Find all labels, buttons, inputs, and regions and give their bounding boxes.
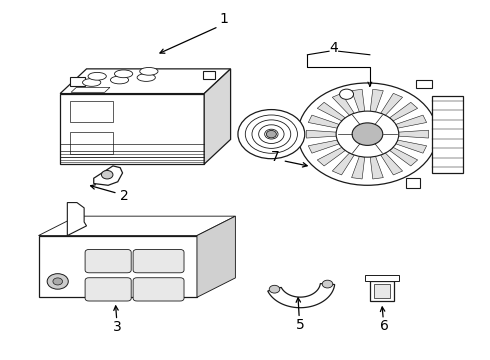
FancyBboxPatch shape <box>85 249 131 273</box>
FancyBboxPatch shape <box>133 278 184 301</box>
Ellipse shape <box>82 78 101 86</box>
Ellipse shape <box>137 74 155 81</box>
Text: 3: 3 <box>113 320 122 334</box>
Polygon shape <box>317 147 345 166</box>
Polygon shape <box>332 93 354 115</box>
Polygon shape <box>67 203 87 235</box>
Polygon shape <box>332 153 354 175</box>
Text: 1: 1 <box>219 13 228 27</box>
Text: 7: 7 <box>271 150 280 164</box>
Polygon shape <box>390 147 417 166</box>
Circle shape <box>265 129 278 139</box>
Polygon shape <box>370 89 383 112</box>
Polygon shape <box>381 93 403 115</box>
Polygon shape <box>204 69 231 164</box>
Ellipse shape <box>140 67 158 75</box>
Polygon shape <box>94 166 122 185</box>
Circle shape <box>259 125 284 144</box>
Circle shape <box>298 83 437 185</box>
Text: 6: 6 <box>380 319 389 333</box>
Circle shape <box>336 111 399 157</box>
FancyBboxPatch shape <box>70 132 113 154</box>
Polygon shape <box>60 69 231 94</box>
Circle shape <box>47 274 68 289</box>
Polygon shape <box>268 284 335 308</box>
Circle shape <box>340 89 353 99</box>
Polygon shape <box>432 96 463 172</box>
Text: 2: 2 <box>120 189 128 203</box>
FancyBboxPatch shape <box>85 278 131 301</box>
Polygon shape <box>60 94 204 164</box>
FancyBboxPatch shape <box>365 275 399 282</box>
Polygon shape <box>203 71 215 79</box>
Polygon shape <box>396 115 427 128</box>
Circle shape <box>269 285 280 293</box>
FancyBboxPatch shape <box>70 100 113 122</box>
Polygon shape <box>39 235 197 297</box>
Text: 4: 4 <box>329 41 338 55</box>
Circle shape <box>101 171 113 179</box>
Polygon shape <box>370 156 383 179</box>
Circle shape <box>238 109 305 159</box>
Circle shape <box>352 123 383 145</box>
Ellipse shape <box>110 76 129 84</box>
Polygon shape <box>71 77 85 86</box>
Ellipse shape <box>115 70 133 78</box>
Ellipse shape <box>88 72 106 80</box>
Polygon shape <box>39 216 235 235</box>
Circle shape <box>252 120 291 148</box>
Circle shape <box>53 278 63 285</box>
FancyBboxPatch shape <box>370 282 394 301</box>
Circle shape <box>322 280 333 288</box>
Polygon shape <box>416 80 432 88</box>
Polygon shape <box>390 102 417 121</box>
Polygon shape <box>308 140 339 153</box>
FancyBboxPatch shape <box>374 284 390 298</box>
Polygon shape <box>381 153 403 175</box>
Polygon shape <box>352 89 365 112</box>
Polygon shape <box>352 156 365 179</box>
Circle shape <box>267 130 276 138</box>
Circle shape <box>245 115 297 153</box>
Polygon shape <box>406 177 419 188</box>
Polygon shape <box>317 102 345 121</box>
Polygon shape <box>396 140 427 153</box>
Text: 5: 5 <box>296 318 305 332</box>
Polygon shape <box>197 216 235 297</box>
Polygon shape <box>71 87 110 92</box>
FancyBboxPatch shape <box>133 249 184 273</box>
Polygon shape <box>308 115 339 128</box>
Polygon shape <box>399 130 428 138</box>
Polygon shape <box>306 130 336 138</box>
